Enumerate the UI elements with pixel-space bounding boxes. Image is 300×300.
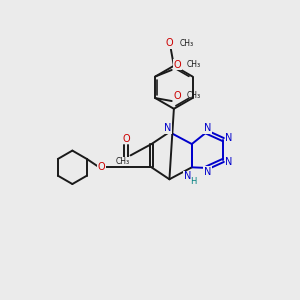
Text: N: N [225,134,233,143]
Text: N: N [225,157,233,166]
Text: O: O [166,38,173,48]
Text: CH₃: CH₃ [187,60,201,69]
Text: CH₃: CH₃ [187,91,201,100]
Text: N: N [184,171,191,181]
Text: O: O [173,60,181,70]
Text: CH₃: CH₃ [180,39,194,48]
Text: N: N [204,167,211,177]
Text: O: O [122,134,130,144]
Text: O: O [97,162,105,172]
Text: N: N [204,123,211,133]
Text: CH₃: CH₃ [116,157,130,166]
Text: O: O [173,91,181,101]
Text: H: H [190,177,196,186]
Text: N: N [164,123,172,133]
